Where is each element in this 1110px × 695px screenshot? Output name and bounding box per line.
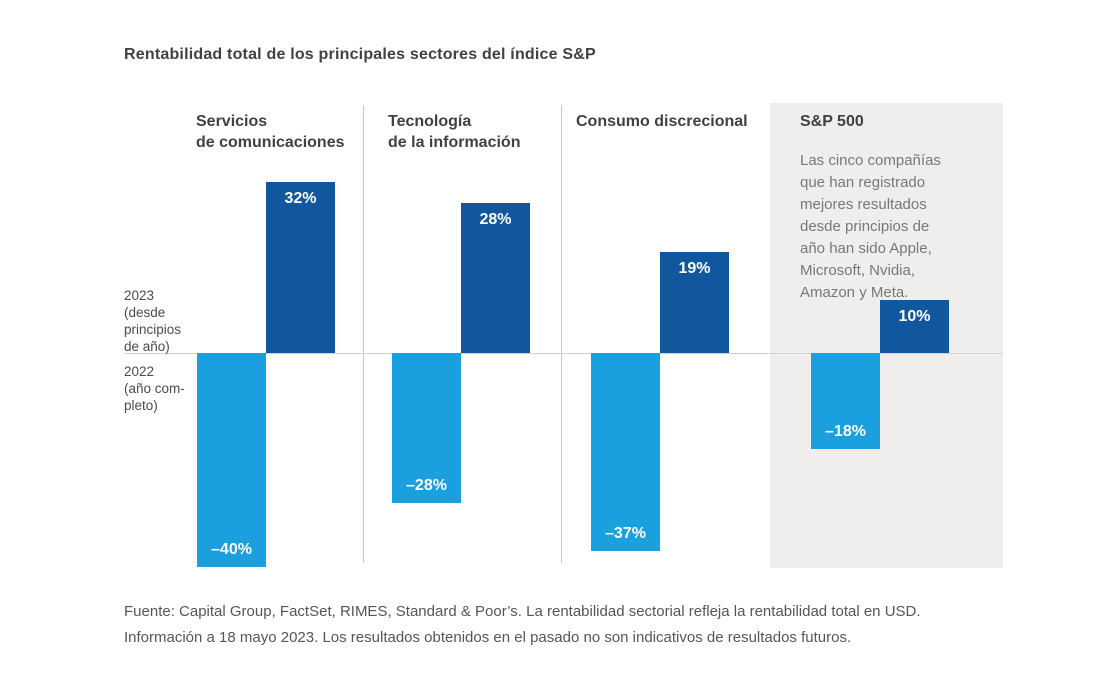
- sp500-annotation: Las cinco compañías que han registrado m…: [800, 152, 941, 301]
- bar-2022-servicios-de-comunicaciones: –40%: [197, 353, 266, 567]
- bar-2023-servicios-de-comunicaciones: 32%: [266, 182, 335, 353]
- bar-2023-s-p-500: 10%: [880, 300, 949, 353]
- column-header-tecnologia: Tecnología de la información: [388, 113, 521, 151]
- source-footer: Fuente: Capital Group, FactSet, RIMES, S…: [124, 599, 1054, 651]
- column-divider-1: [363, 105, 364, 563]
- bar-value-label: –40%: [211, 541, 252, 558]
- axis-label-2022: 2022 (año com- pleto): [124, 364, 185, 413]
- bar-value-label: –18%: [825, 423, 866, 440]
- bar-value-label: –28%: [406, 477, 447, 494]
- zero-baseline: [124, 353, 1003, 354]
- chart-title: Rentabilidad total de los principales se…: [124, 46, 596, 63]
- footer-line-2: Información a 18 mayo 2023. Los resultad…: [124, 629, 852, 646]
- column-header-consumo: Consumo discrecional: [576, 113, 748, 130]
- bar-2022-s-p-500: –18%: [811, 353, 880, 449]
- bar-2023-tecnolog-a-de-la-informaci-n: 28%: [461, 203, 530, 353]
- bar-value-label: –37%: [605, 525, 646, 542]
- bar-value-label: 19%: [678, 260, 711, 277]
- bar-value-label: 10%: [898, 308, 931, 325]
- bar-2022-consumo-discrecional: –37%: [591, 353, 660, 551]
- bar-value-label: 28%: [479, 211, 512, 228]
- footer-line-1: Fuente: Capital Group, FactSet, RIMES, S…: [124, 603, 921, 620]
- axis-label-2023: 2023 (desde principios de año): [124, 288, 182, 354]
- bar-2022-tecnolog-a-de-la-informaci-n: –28%: [392, 353, 461, 503]
- bar-2023-consumo-discrecional: 19%: [660, 252, 729, 353]
- bar-value-label: 32%: [284, 190, 317, 207]
- column-divider-2: [561, 105, 562, 563]
- column-header-sp500: S&P 500: [800, 113, 864, 130]
- column-header-servicios: Servicios de comunicaciones: [196, 113, 345, 151]
